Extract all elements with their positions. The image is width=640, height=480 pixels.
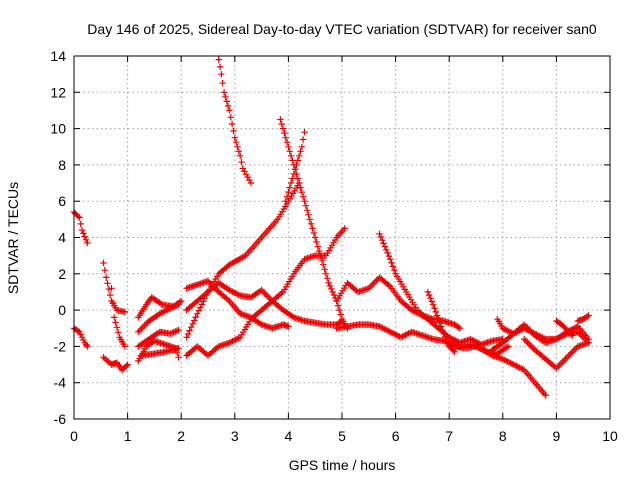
series-trace-18 bbox=[333, 274, 464, 332]
series-markers bbox=[100, 259, 129, 316]
series-trace-15 bbox=[215, 56, 255, 187]
series-layer bbox=[70, 56, 592, 399]
y-tick-label: 10 bbox=[50, 121, 66, 137]
y-tick-label: -4 bbox=[54, 375, 67, 391]
y-tick-label: 12 bbox=[50, 84, 66, 100]
series-trace-17 bbox=[282, 129, 308, 205]
series-markers bbox=[183, 279, 346, 328]
series-trace-8 bbox=[135, 326, 182, 350]
x-tick-label: 7 bbox=[445, 428, 453, 444]
series-trace-10 bbox=[137, 345, 182, 359]
series-trace-25 bbox=[521, 335, 592, 372]
series-markers bbox=[424, 288, 458, 355]
series-markers bbox=[137, 345, 182, 359]
series-trace-3 bbox=[100, 259, 129, 316]
x-tick-label: 6 bbox=[392, 428, 400, 444]
y-tick-label: 8 bbox=[58, 157, 66, 173]
series-trace-4 bbox=[100, 354, 131, 374]
series-trace-22 bbox=[446, 339, 549, 399]
y-tick-label: -2 bbox=[54, 338, 67, 354]
x-tick-label: 9 bbox=[553, 428, 561, 444]
series-markers bbox=[100, 354, 131, 374]
x-tick-label: 8 bbox=[499, 428, 507, 444]
y-tick-label: 6 bbox=[58, 193, 66, 209]
y-tick-label: 2 bbox=[58, 266, 66, 282]
x-tick-label: 4 bbox=[285, 428, 293, 444]
y-tick-label: 4 bbox=[58, 230, 66, 246]
series-trace-5 bbox=[108, 285, 129, 350]
series-markers bbox=[333, 274, 464, 332]
series-trace-13 bbox=[183, 277, 292, 332]
series-markers bbox=[135, 326, 182, 350]
x-tick-label: 2 bbox=[177, 428, 185, 444]
series-markers bbox=[376, 230, 506, 348]
y-tick-label: 14 bbox=[50, 48, 66, 64]
series-trace-27 bbox=[574, 312, 592, 325]
series-trace-12 bbox=[183, 279, 346, 328]
series-markers bbox=[553, 317, 576, 339]
chart-title: Day 146 of 2025, Sidereal Day-to-day VTE… bbox=[87, 21, 597, 37]
series-trace-26 bbox=[553, 317, 576, 339]
x-tick-label: 3 bbox=[231, 428, 239, 444]
series-markers bbox=[183, 225, 348, 359]
series-markers bbox=[446, 339, 549, 399]
series-trace-20 bbox=[376, 230, 506, 348]
series-trace-21 bbox=[424, 288, 458, 355]
x-tick-label: 0 bbox=[70, 428, 78, 444]
x-tick-label: 10 bbox=[602, 428, 618, 444]
series-trace-14 bbox=[183, 225, 348, 359]
series-markers bbox=[521, 335, 592, 372]
series-markers bbox=[183, 277, 292, 332]
series-markers bbox=[108, 285, 129, 350]
series-markers bbox=[282, 129, 308, 205]
grid-layer bbox=[74, 56, 610, 419]
series-markers bbox=[135, 301, 182, 336]
series-markers bbox=[215, 56, 255, 187]
series-trace-7 bbox=[135, 301, 182, 336]
y-tick-label: -6 bbox=[54, 411, 67, 427]
x-axis-label: GPS time / hours bbox=[289, 457, 396, 473]
series-markers bbox=[574, 312, 592, 325]
y-axis-label: SDTVAR / TECUs bbox=[5, 182, 21, 294]
x-tick-label: 5 bbox=[338, 428, 346, 444]
x-tick-label: 1 bbox=[124, 428, 132, 444]
y-tick-label: 0 bbox=[58, 302, 66, 318]
